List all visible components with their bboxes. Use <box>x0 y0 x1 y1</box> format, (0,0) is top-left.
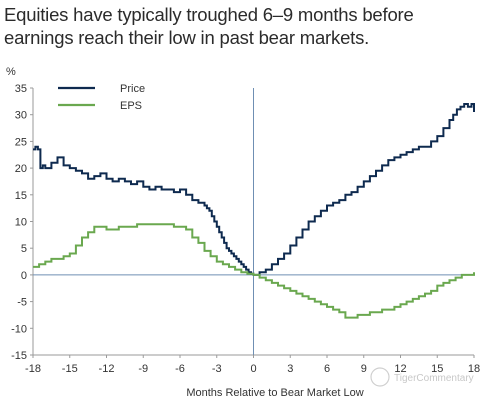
chart-title: Equities have typically troughed 6–9 mon… <box>4 3 496 49</box>
y-tick-label: -15 <box>11 350 27 362</box>
watermark-text: TigerCommentary <box>394 373 474 384</box>
series-layer <box>33 103 475 319</box>
chart-title-line-1: Equities have typically troughed 6–9 mon… <box>4 4 414 25</box>
x-tick-label: 0 <box>250 363 256 375</box>
x-tick-label: -15 <box>62 363 78 375</box>
y-tick-label: -5 <box>17 297 27 309</box>
series-line-eps <box>33 223 475 319</box>
watermark-logo-icon <box>370 367 390 387</box>
x-axis-title: Months Relative to Bear Market Low <box>186 387 363 399</box>
y-tick-label: 25 <box>15 136 27 148</box>
x-tick-label: -18 <box>25 363 41 375</box>
legend-price-label: Price <box>120 83 145 95</box>
x-tick-label: 15 <box>431 363 443 375</box>
x-tick-label: 18 <box>468 363 480 375</box>
series-line-price <box>33 103 475 276</box>
legend: Price EPS <box>58 83 145 112</box>
x-tick-label: 12 <box>394 363 406 375</box>
y-tick-label: 20 <box>15 163 27 175</box>
y-tick-label: 15 <box>15 190 27 202</box>
watermark: TigerCommentary <box>370 367 474 387</box>
x-tick-label: 9 <box>361 363 367 375</box>
x-tick-label: -6 <box>175 363 185 375</box>
y-axis-unit: % <box>6 66 16 78</box>
x-tick-label: -9 <box>138 363 148 375</box>
x-tick-label: -12 <box>99 363 115 375</box>
y-tick-label: 35 <box>15 83 27 95</box>
y-tick-label: -10 <box>11 323 27 335</box>
chart-title-line-2: earnings reach their low in past bear ma… <box>4 27 370 48</box>
x-tick-label: -3 <box>212 363 222 375</box>
y-tick-label: 10 <box>15 217 27 229</box>
legend-eps-label: EPS <box>120 100 142 112</box>
y-tick-label: 30 <box>15 110 27 122</box>
x-tick-label: 6 <box>324 363 330 375</box>
x-tick-label: 3 <box>287 363 293 375</box>
y-tick-label: 0 <box>21 270 27 282</box>
y-tick-label: 5 <box>21 243 27 255</box>
